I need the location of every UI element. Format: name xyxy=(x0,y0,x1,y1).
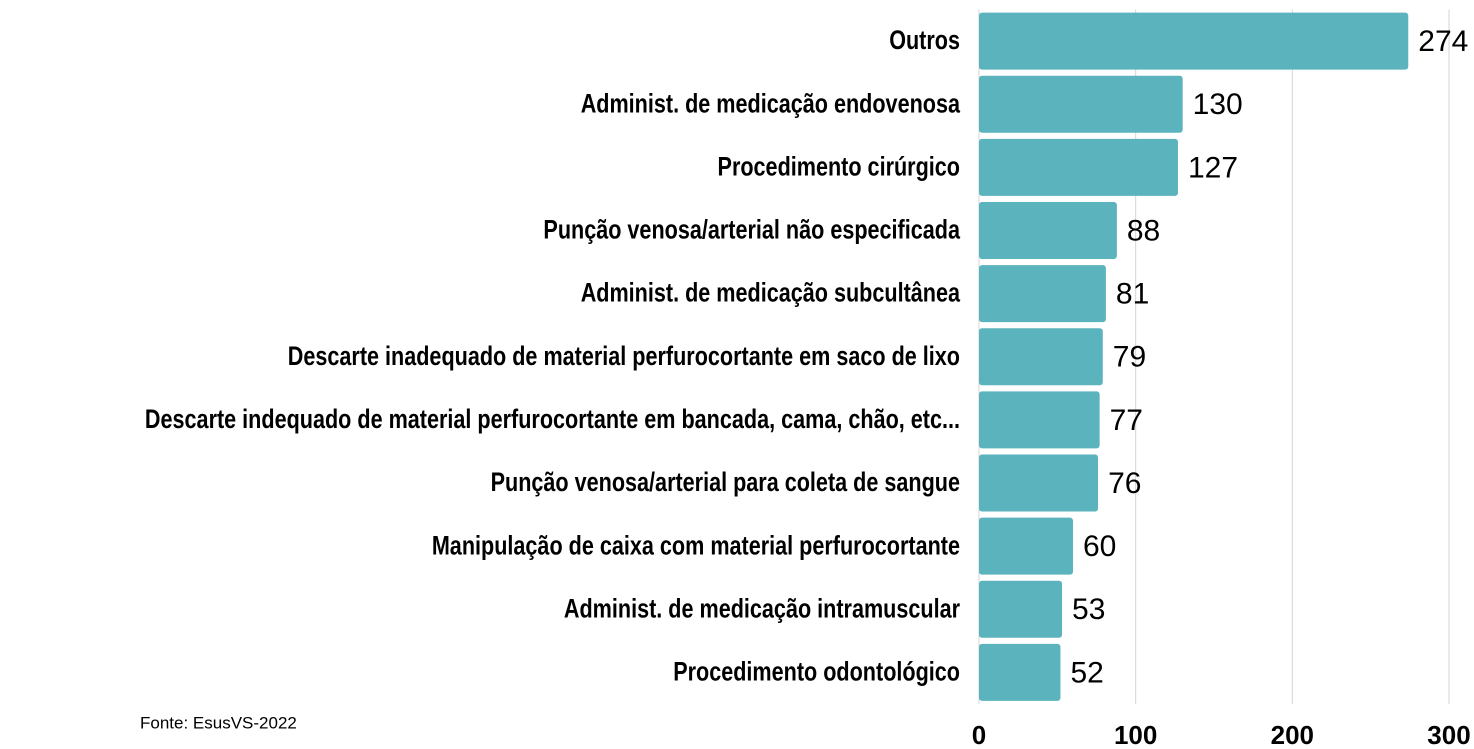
category-label: Administ. de medicação subcultânea xyxy=(581,278,961,308)
bar xyxy=(979,75,1183,133)
category-label: Administ. de medicação intramuscular xyxy=(564,593,961,623)
value-label: 88 xyxy=(1127,214,1160,247)
value-label: 130 xyxy=(1193,88,1243,121)
value-label: 53 xyxy=(1072,593,1105,626)
value-label: 52 xyxy=(1070,656,1103,689)
value-label: 60 xyxy=(1083,530,1116,563)
bar xyxy=(979,265,1106,323)
bar xyxy=(979,580,1063,638)
bar xyxy=(979,517,1073,575)
value-label: 76 xyxy=(1108,467,1141,500)
x-tick-label: 0 xyxy=(972,720,986,749)
bar xyxy=(979,643,1061,701)
category-label: Punção venosa/arterial não especificada xyxy=(543,215,960,245)
category-label: Descarte indequado de material perfuroco… xyxy=(145,404,960,434)
x-tick-label: 300 xyxy=(1427,720,1470,749)
source: Fonte: EsusVS-2022 xyxy=(140,713,297,732)
bar xyxy=(979,12,1409,70)
bar xyxy=(979,328,1103,386)
bar xyxy=(979,454,1099,512)
value-label: 81 xyxy=(1116,278,1149,311)
value-label: 79 xyxy=(1113,341,1146,374)
bar xyxy=(979,201,1117,259)
value-label: 77 xyxy=(1110,404,1143,437)
category-label: Descarte inadequado de material perfuroc… xyxy=(288,341,960,371)
value-label: 127 xyxy=(1188,151,1238,184)
x-tick-label: 200 xyxy=(1271,720,1314,749)
category-label: Procedimento odontológico xyxy=(673,657,960,687)
x-tick-label: 100 xyxy=(1114,720,1157,749)
value-label: 274 xyxy=(1418,25,1468,58)
category-label: Outros xyxy=(889,25,960,55)
category-label: Manipulação de caixa com material perfur… xyxy=(432,530,960,560)
bar xyxy=(979,138,1178,196)
category-label: Procedimento cirúrgico xyxy=(718,151,960,181)
category-label: Administ. de medicação endovenosa xyxy=(581,88,961,118)
bar xyxy=(979,391,1100,449)
category-label: Punção venosa/arterial para coleta de sa… xyxy=(491,467,960,497)
